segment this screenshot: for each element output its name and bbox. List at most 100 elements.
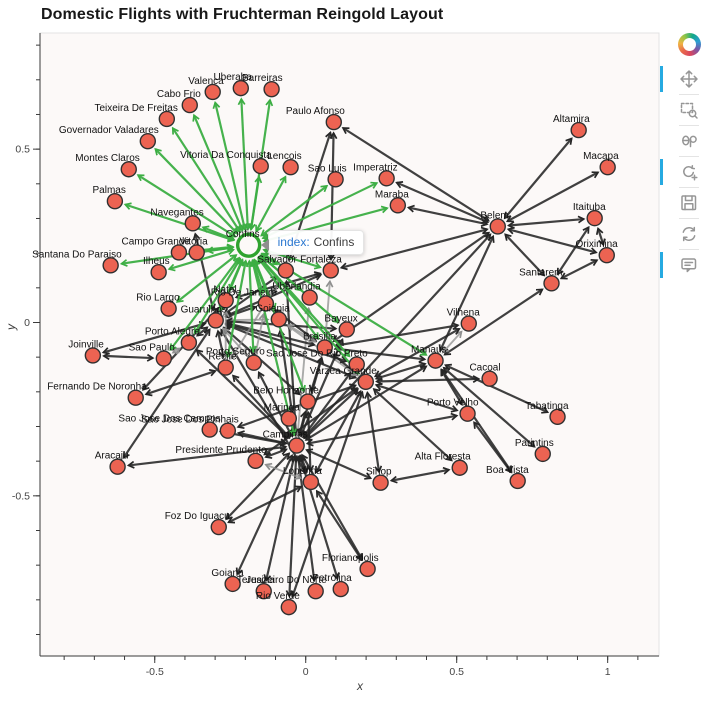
graph-node[interactable]	[232, 79, 249, 97]
tooltip-value: Confins	[313, 235, 355, 250]
graph-node[interactable]	[252, 157, 269, 175]
node-label: Rio De Janeiro	[211, 287, 278, 298]
graph-node[interactable]	[598, 247, 615, 264]
node-label: Petrolina	[312, 573, 352, 584]
node-label: Recife	[208, 352, 237, 363]
graph-node[interactable]	[357, 373, 375, 390]
graph-node[interactable]	[301, 289, 318, 306]
graph-node[interactable]	[109, 458, 126, 475]
graph-node[interactable]	[270, 311, 288, 328]
graph-node[interactable]	[599, 158, 616, 176]
graph-node[interactable]	[277, 262, 294, 279]
hover-tool-button[interactable]	[660, 252, 701, 278]
graph-node[interactable]	[257, 295, 275, 312]
graph-node[interactable]	[158, 110, 176, 128]
graph-node[interactable]	[327, 171, 344, 188]
graph-node[interactable]	[102, 257, 119, 274]
graph-node[interactable]	[217, 292, 234, 309]
wheel-zoom-tool-button[interactable]	[660, 159, 701, 185]
graph-node[interactable]	[302, 473, 320, 491]
box-zoom-tool-button[interactable]	[677, 98, 701, 122]
graph-node[interactable]	[570, 121, 587, 139]
graph-edge	[249, 259, 297, 437]
graph-node[interactable]	[459, 405, 476, 422]
y-tick-label: 0	[24, 317, 30, 329]
node-label: Uberaba	[213, 72, 252, 83]
graph-node[interactable]	[180, 334, 198, 351]
graph-node[interactable]	[280, 410, 298, 427]
graph-nodes	[84, 79, 616, 616]
graph-node[interactable]	[378, 170, 395, 187]
graph-node[interactable]	[288, 437, 305, 454]
graph-node[interactable]	[549, 408, 566, 425]
node-label: Navegantes	[150, 207, 203, 218]
graph-node[interactable]	[451, 459, 468, 476]
reset-tool-button[interactable]	[677, 222, 701, 246]
graph-node[interactable]	[299, 393, 317, 410]
graph-node[interactable]	[316, 339, 333, 356]
graph-node[interactable]	[427, 352, 444, 369]
graph-node[interactable]	[224, 575, 241, 593]
graph-node[interactable]	[150, 264, 167, 281]
node-label: Itaituba	[573, 202, 606, 213]
x-axis-label: x	[357, 679, 363, 693]
graph-node[interactable]	[120, 161, 137, 178]
graph-node[interactable]	[210, 518, 227, 536]
graph-node[interactable]	[534, 445, 551, 463]
lasso-select-tool-button[interactable]	[677, 129, 701, 153]
graph-node[interactable]	[181, 96, 198, 114]
graph-node[interactable]	[307, 582, 324, 600]
graph-node[interactable]	[338, 321, 355, 338]
graph-node[interactable]	[348, 356, 365, 373]
graph-node[interactable]	[160, 300, 177, 317]
node-label: Manaus	[411, 345, 447, 356]
node-label: Parintins	[515, 438, 554, 449]
node-label: Porto Velho	[427, 398, 479, 409]
graph-node[interactable]	[325, 113, 342, 131]
graph-node[interactable]	[543, 275, 560, 292]
graph-node[interactable]	[217, 359, 234, 376]
node-label: Imperatriz	[353, 162, 397, 173]
graph-node[interactable]	[84, 347, 102, 364]
graph-node[interactable]	[184, 215, 201, 232]
node-label: Sao Jose Dos Pinhais	[141, 415, 239, 426]
save-tool-button[interactable]	[677, 191, 701, 215]
graph-node[interactable]	[282, 158, 299, 176]
graph-node[interactable]	[106, 192, 124, 210]
graph-node[interactable]	[155, 350, 173, 367]
graph-node[interactable]	[170, 244, 188, 261]
graph-node[interactable]	[586, 209, 603, 227]
graph-node[interactable]	[481, 370, 498, 387]
graph-node[interactable]	[255, 582, 272, 600]
graph-node[interactable]	[359, 560, 376, 578]
graph-node[interactable]	[245, 354, 262, 371]
graph-node[interactable]	[460, 315, 477, 332]
graph-node[interactable]	[372, 474, 389, 491]
graph-node[interactable]	[509, 472, 526, 490]
pan-tool-button[interactable]	[660, 66, 701, 92]
graph-node[interactable]	[127, 389, 144, 406]
node-label: Paulo Afonso	[286, 106, 345, 117]
node-label: Campinas	[263, 430, 308, 441]
bokeh-logo-icon[interactable]	[677, 33, 701, 56]
graph-node[interactable]	[280, 598, 298, 616]
graph-node[interactable]	[263, 80, 280, 98]
graph-node[interactable]	[247, 452, 264, 470]
node-label: Barreiras	[242, 73, 283, 84]
graph-node[interactable]	[489, 218, 506, 235]
node-label: Porto Alegre	[145, 327, 200, 338]
graph-node[interactable]	[207, 312, 224, 329]
graph-edge	[595, 226, 606, 247]
graph-node[interactable]	[332, 580, 349, 598]
graph-node[interactable]	[389, 197, 407, 214]
node-label: Santarem	[519, 267, 562, 278]
graph-node[interactable]	[201, 421, 218, 438]
graph-node[interactable]	[219, 422, 237, 439]
hovered-graph-node[interactable]	[235, 232, 262, 258]
graph-node[interactable]	[139, 132, 156, 150]
graph-node[interactable]	[188, 244, 205, 261]
graph-node[interactable]	[204, 83, 221, 101]
graph-node[interactable]	[322, 262, 339, 279]
graph-edge	[302, 371, 352, 439]
